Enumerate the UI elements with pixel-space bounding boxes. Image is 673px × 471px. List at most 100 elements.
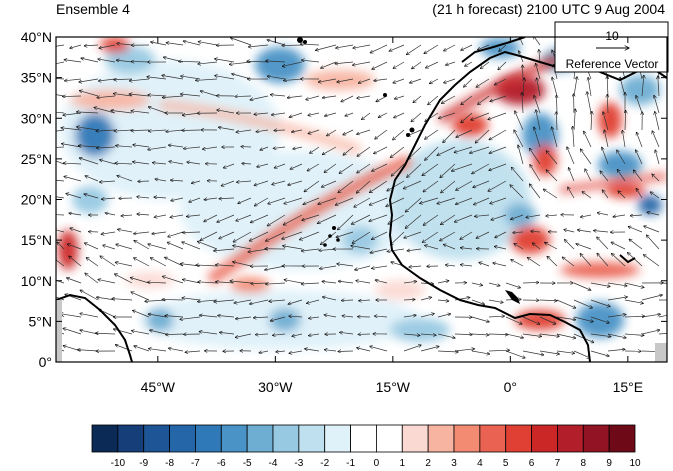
lon-tick-label: 15°E (613, 379, 644, 395)
wind-vector (105, 213, 116, 216)
wind-vector (162, 299, 184, 300)
wind-vector (305, 349, 320, 352)
wind-vector (320, 231, 337, 245)
wind-vector (214, 299, 235, 302)
wind-vector (607, 282, 627, 286)
wind-vector (217, 110, 235, 114)
wind-vector (420, 197, 439, 204)
wind-vector (170, 214, 184, 217)
wind-vector (460, 231, 473, 239)
wind-vector (150, 330, 167, 335)
wind-vector (133, 145, 150, 148)
wind-vector (420, 334, 436, 335)
wind-vector (607, 333, 626, 338)
wind-vector (335, 61, 354, 64)
wind-vector (169, 161, 184, 165)
wind-vector (151, 42, 167, 46)
wind-vector (337, 214, 354, 230)
wind-vector (573, 350, 590, 358)
wind-vector (231, 38, 252, 46)
wind-vector (69, 213, 82, 216)
wind-vector (341, 300, 354, 301)
wind-vector (215, 59, 235, 63)
wind-vector (403, 299, 415, 300)
wind-vector (352, 61, 371, 65)
wind-vector (100, 256, 116, 267)
wind-vector (216, 265, 235, 266)
wind-vector (129, 78, 150, 81)
wind-vector (369, 180, 388, 193)
wind-vector (403, 180, 422, 189)
colorbar-swatch (531, 424, 558, 453)
wind-vector (64, 78, 82, 81)
wind-vector (405, 214, 422, 228)
colorbar-label: 4 (477, 458, 483, 469)
wind-vector (438, 112, 456, 118)
wind-vector (425, 146, 439, 160)
wind-vector (437, 146, 456, 155)
wind-vector (536, 63, 541, 80)
wind-vector (340, 332, 354, 334)
wind-vector (98, 59, 116, 63)
wind-vector (444, 44, 456, 51)
wind-vector (148, 244, 167, 250)
lon-tick-label: 30°W (258, 379, 293, 395)
wind-vector (534, 95, 541, 114)
coastlines (56, 37, 667, 362)
wind-vector (488, 334, 508, 335)
wind-vector (178, 61, 201, 62)
wind-vector (308, 112, 320, 115)
wind-vector (131, 331, 150, 335)
wind-vector (354, 197, 371, 207)
wind-vector (115, 163, 133, 164)
wind-vector (372, 265, 388, 268)
wind-vector (568, 187, 575, 199)
wind-vector (611, 242, 626, 250)
wind-vector (636, 188, 643, 199)
wind-vector (510, 214, 524, 219)
wind-vector (288, 180, 303, 185)
wind-vector (480, 61, 490, 69)
wind-vector (80, 290, 99, 301)
wind-vector (283, 214, 303, 225)
wind-vector (308, 129, 320, 134)
wind-vector (266, 231, 286, 241)
wind-vector (342, 316, 354, 317)
wind-vector (403, 315, 416, 317)
islands (297, 37, 520, 304)
wind-vector (357, 95, 371, 98)
wind-vector (150, 258, 167, 267)
colorbar-swatch (479, 424, 507, 453)
wind-vector (358, 78, 371, 83)
wind-vector (234, 299, 252, 303)
wind-vector (471, 316, 489, 322)
wind-vector (236, 214, 252, 221)
wind-vector (628, 226, 643, 233)
wind-vector (644, 226, 660, 233)
wind-vector (236, 181, 252, 182)
wind-vector (198, 42, 218, 46)
wind-vector (100, 160, 116, 165)
colorbar-swatch (401, 424, 429, 453)
wind-vector (56, 78, 65, 80)
wind-vector (409, 78, 422, 83)
colorbar-swatch (246, 424, 274, 453)
wind-vector (489, 146, 507, 153)
wind-vector (170, 180, 184, 181)
ensemble-label: Ensemble 4 (56, 1, 130, 17)
wind-vector (546, 170, 558, 182)
wind-vector (199, 332, 218, 335)
wind-vector (154, 197, 167, 198)
wind-vector (289, 112, 303, 117)
wind-vector (607, 314, 626, 318)
wind-vector (56, 44, 65, 47)
wind-vector (655, 111, 660, 131)
colorbar-label: 0 (374, 458, 380, 469)
colorbar-swatch (376, 424, 403, 453)
wind-vector (590, 333, 611, 337)
wind-vector (460, 265, 473, 266)
wind-vector (219, 198, 235, 199)
wind-vector (217, 214, 235, 222)
wind-vector (454, 214, 473, 222)
wind-vector (324, 350, 337, 351)
